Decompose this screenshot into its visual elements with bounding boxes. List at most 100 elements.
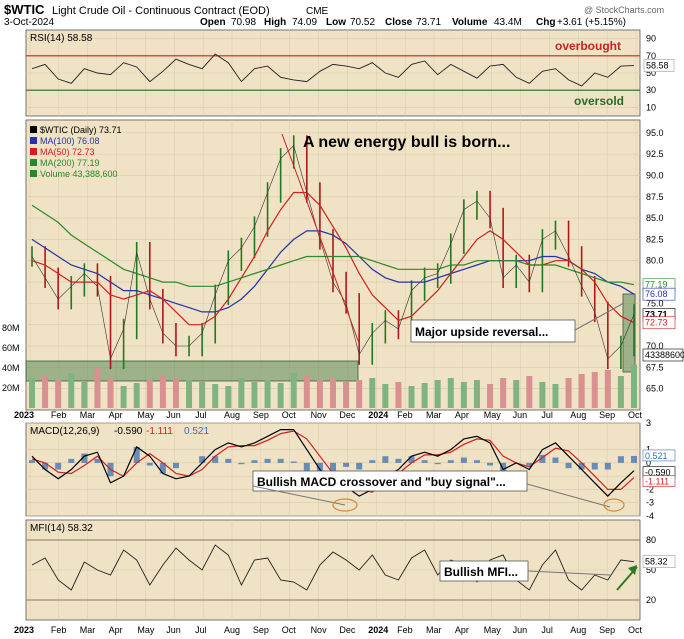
0-tick-label: 90 bbox=[646, 34, 656, 44]
volume-tick-label: 20M bbox=[2, 383, 20, 393]
x-axis-label-bottom: Jul bbox=[541, 625, 553, 635]
chart-header: $WTIC Light Crude Oil - Continuous Contr… bbox=[4, 2, 664, 28]
rsi-last-value: 58.58 bbox=[646, 61, 669, 71]
macd-histogram-bar bbox=[460, 457, 467, 463]
price-title: A new energy bull is born... bbox=[303, 134, 510, 151]
low-label: Low bbox=[326, 17, 346, 28]
macd-histogram-bar bbox=[526, 462, 533, 466]
1-tick-label: 82.5 bbox=[646, 234, 664, 244]
macd-annotation-text: Bullish MACD crossover and "buy signal".… bbox=[257, 475, 506, 489]
x-axis-label-bottom: Apr bbox=[455, 625, 469, 635]
x-axis-label-bottom: Apr bbox=[109, 625, 123, 635]
volume-bar bbox=[473, 380, 480, 408]
x-axis-label: Dec bbox=[339, 410, 356, 420]
x-axis-label-bottom: May bbox=[137, 625, 155, 635]
mfi-annotation-text: Bullish MFI... bbox=[444, 565, 518, 579]
macd-histogram-bar bbox=[238, 462, 245, 465]
price-last-value: 76.08 bbox=[645, 289, 668, 299]
price-close-line bbox=[31, 145, 635, 360]
low-value: 70.52 bbox=[350, 17, 375, 28]
macd-last-value: -0.590 bbox=[645, 468, 671, 478]
macd-histogram-bar bbox=[42, 462, 49, 470]
x-axis-label: Feb bbox=[51, 410, 67, 420]
volume-value: 43.4M bbox=[494, 17, 522, 28]
legend-swatch bbox=[30, 170, 37, 177]
down-trend-line bbox=[281, 133, 360, 344]
volume-bar bbox=[94, 368, 101, 408]
volume-bar bbox=[330, 378, 336, 408]
macd-histogram-bar bbox=[369, 460, 376, 463]
macd-legend-signal: -1.111 bbox=[146, 426, 173, 437]
volume-bar bbox=[526, 376, 533, 408]
annotations: overbought oversold A new energy bull is b… bbox=[252, 39, 638, 591]
price-legend-item: MA(100) 76.08 bbox=[40, 136, 100, 146]
ma100-line bbox=[31, 230, 635, 313]
volume-bar bbox=[225, 386, 232, 408]
macd-last-value-box bbox=[642, 449, 676, 462]
chg-label: Chg bbox=[536, 17, 555, 28]
macd-histogram-bar bbox=[395, 458, 402, 463]
volume-bar bbox=[264, 380, 271, 408]
rsi-legend: RSI(14) 58.58 bbox=[30, 33, 93, 44]
macd-histogram-bar bbox=[199, 456, 206, 463]
macd-histogram-bar bbox=[172, 462, 179, 469]
macd-legend-hist: 0.521 bbox=[184, 426, 209, 437]
description: Light Crude Oil - Continuous Contract (E… bbox=[52, 5, 270, 17]
volume-bar bbox=[68, 373, 75, 408]
macd-histogram-bar bbox=[565, 462, 572, 469]
x-axis-label: Feb bbox=[397, 410, 413, 420]
x-axis-label-bottom: Jun bbox=[166, 625, 181, 635]
mfi-up-arrow-head bbox=[628, 565, 637, 575]
volume-bar bbox=[500, 378, 507, 408]
price-last-value-box bbox=[642, 348, 684, 362]
macd-histogram-bar bbox=[81, 453, 88, 463]
legend-swatch bbox=[30, 159, 37, 166]
x-axis-label-bottom: Jul bbox=[195, 625, 207, 635]
macd-histogram-bar bbox=[578, 462, 585, 470]
macd-annotation-box bbox=[252, 470, 528, 492]
x-axis-label: Mar bbox=[80, 410, 96, 420]
volume-bar bbox=[487, 384, 494, 408]
0-tick-label: 30 bbox=[646, 85, 656, 95]
macd-histogram-bar bbox=[473, 460, 480, 463]
volume-tick-label: 40M bbox=[2, 363, 20, 373]
volume-bar bbox=[172, 378, 179, 408]
watermark: @ StockCharts.com bbox=[584, 5, 664, 15]
volume-bar bbox=[120, 386, 127, 408]
2-tick-label: 1 bbox=[646, 445, 651, 455]
rsi-last-value-box bbox=[643, 59, 675, 72]
x-axis-label: Oct bbox=[628, 410, 643, 420]
volume-bar bbox=[539, 382, 546, 408]
x-axis-label-bottom: Mar bbox=[426, 625, 442, 635]
open-label: Open bbox=[200, 17, 226, 28]
x-axis-label: Apr bbox=[455, 410, 469, 420]
x-axis-label: Jun bbox=[513, 410, 528, 420]
chg-value: +3.61 (+5.15%) bbox=[557, 17, 626, 28]
x-axis-label-bottom: Mar bbox=[80, 625, 96, 635]
macd-histogram-bar bbox=[29, 460, 35, 463]
reversal-annotation-text: Major upside reversal... bbox=[415, 325, 548, 339]
volume-bars bbox=[29, 364, 637, 408]
macd-histogram-bar bbox=[408, 456, 415, 463]
volume-bar bbox=[343, 382, 350, 408]
volume-bar bbox=[617, 376, 624, 408]
x-axis-label-bottom: Aug bbox=[570, 625, 586, 635]
macd-histogram-bar bbox=[591, 462, 598, 470]
close-value: 73.71 bbox=[416, 17, 441, 28]
mfi-last-value: 58.32 bbox=[645, 557, 668, 567]
macd-histogram-bar bbox=[251, 460, 258, 463]
volume-bar bbox=[565, 378, 572, 408]
0-tick-label: 10 bbox=[646, 102, 656, 112]
volume-label: Volume bbox=[452, 17, 488, 28]
high-value: 74.09 bbox=[292, 17, 317, 28]
volume-bar bbox=[369, 378, 376, 408]
volume-bar bbox=[29, 378, 35, 408]
high-label: High bbox=[264, 17, 286, 28]
macd-legend-name: MACD(12,26,9) bbox=[30, 426, 99, 437]
x-axis-label: Sep bbox=[253, 410, 269, 420]
price-last-value: 77.19 bbox=[645, 280, 668, 290]
x-axis-label-bottom: Dec bbox=[339, 625, 356, 635]
1-tick-label: 90.0 bbox=[646, 170, 664, 180]
x-axis-label: Nov bbox=[311, 410, 328, 420]
x-axis-label: 2024 bbox=[368, 410, 388, 420]
